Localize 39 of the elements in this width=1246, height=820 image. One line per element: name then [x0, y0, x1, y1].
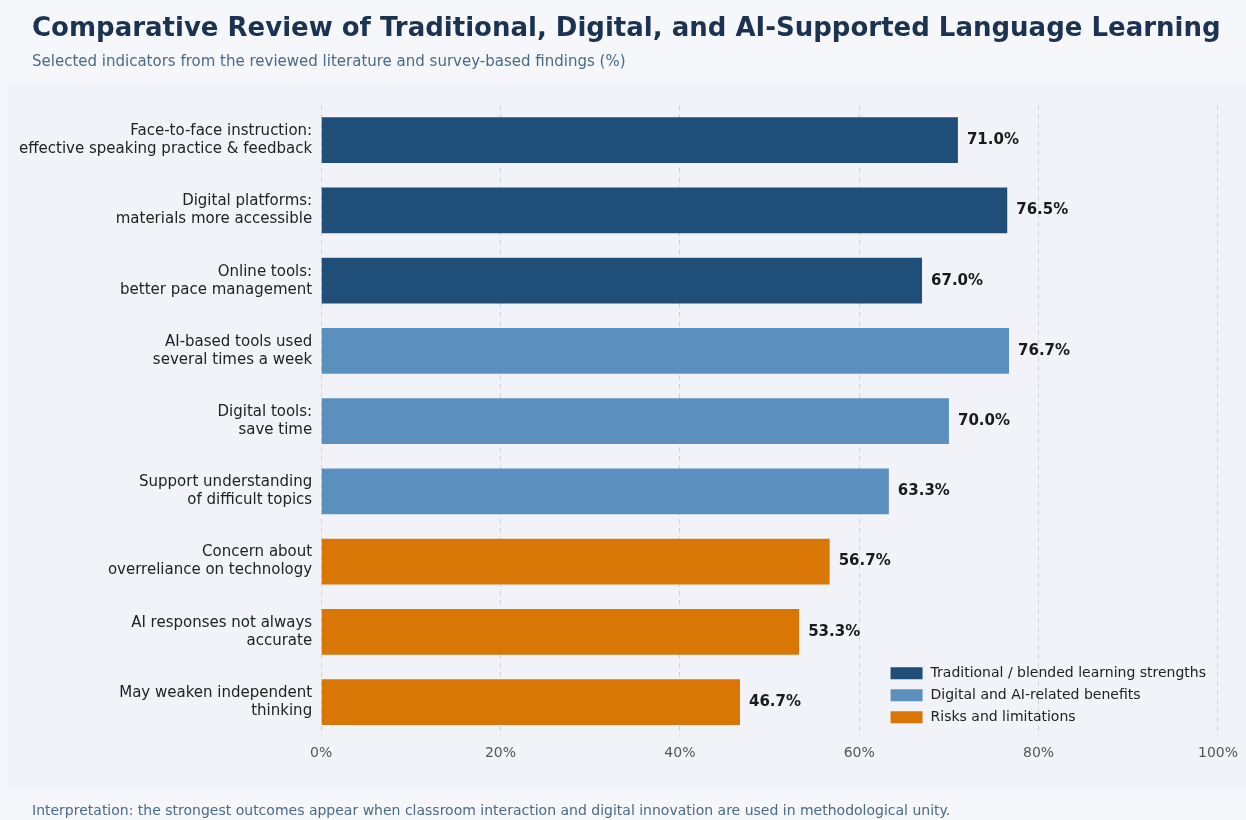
y-tick-label: AI responses not always accurate — [131, 612, 313, 649]
x-tick-label: 60% — [843, 744, 875, 761]
data-label: 71.0% — [966, 130, 1019, 149]
y-tick-label: May weaken independent thinking — [119, 682, 313, 719]
legend-label: Risks and limitations — [930, 707, 1076, 724]
y-tick-label: Online tools: better pace management — [120, 261, 313, 298]
y-tick-label: Support understanding of difficult topics — [139, 472, 313, 509]
data-label: 70.0% — [957, 410, 1010, 429]
bar — [321, 679, 740, 725]
legend-label: Traditional / blended learning strengths — [929, 663, 1206, 680]
legend-label: Digital and AI-related benefits — [930, 685, 1141, 702]
bar — [321, 328, 1010, 374]
data-label: 76.5% — [1016, 200, 1069, 219]
bar — [321, 117, 958, 163]
bar — [321, 398, 949, 444]
data-label: 63.3% — [897, 481, 950, 500]
text: Interpretation: the strongest outcomes appear when classroom interaction and digital innovation are used in methodological unity. — [32, 802, 951, 818]
y-tick-label: AI-based tools used several times a week — [152, 331, 313, 368]
data-label: 56.7% — [838, 551, 891, 570]
x-tick-label: 40% — [664, 744, 696, 761]
bar — [321, 257, 923, 304]
x-tick-label: 20% — [484, 744, 517, 761]
y-tick-label: Digital tools: save time — [217, 401, 313, 438]
y-tick-label: Concern about overreliance on technology — [107, 542, 313, 579]
chart-title: Comparative Review of Traditional, Digital, and AI-Supported Language Learning — [32, 12, 1221, 42]
x-tick-label: 80% — [1023, 744, 1055, 761]
x-tick-label: 0% — [310, 744, 333, 761]
y-tick-label: Face-to-face instruction: effective speaking practice & feedback — [18, 121, 313, 158]
x-tick-label: 100% — [1197, 744, 1238, 761]
chart-subtitle: Selected indicators from the reviewed literature and survey-based findings (%) — [32, 52, 626, 70]
bar — [321, 468, 889, 515]
data-label: 53.3% — [808, 621, 861, 640]
data-label: 76.7% — [1018, 340, 1071, 359]
data-label: 67.0% — [931, 270, 984, 289]
data-label: 46.7% — [748, 691, 802, 710]
bar — [321, 609, 800, 655]
bar — [321, 187, 1008, 234]
bar — [321, 538, 830, 585]
y-tick-label: Digital platforms: materials more accessible — [115, 191, 313, 228]
